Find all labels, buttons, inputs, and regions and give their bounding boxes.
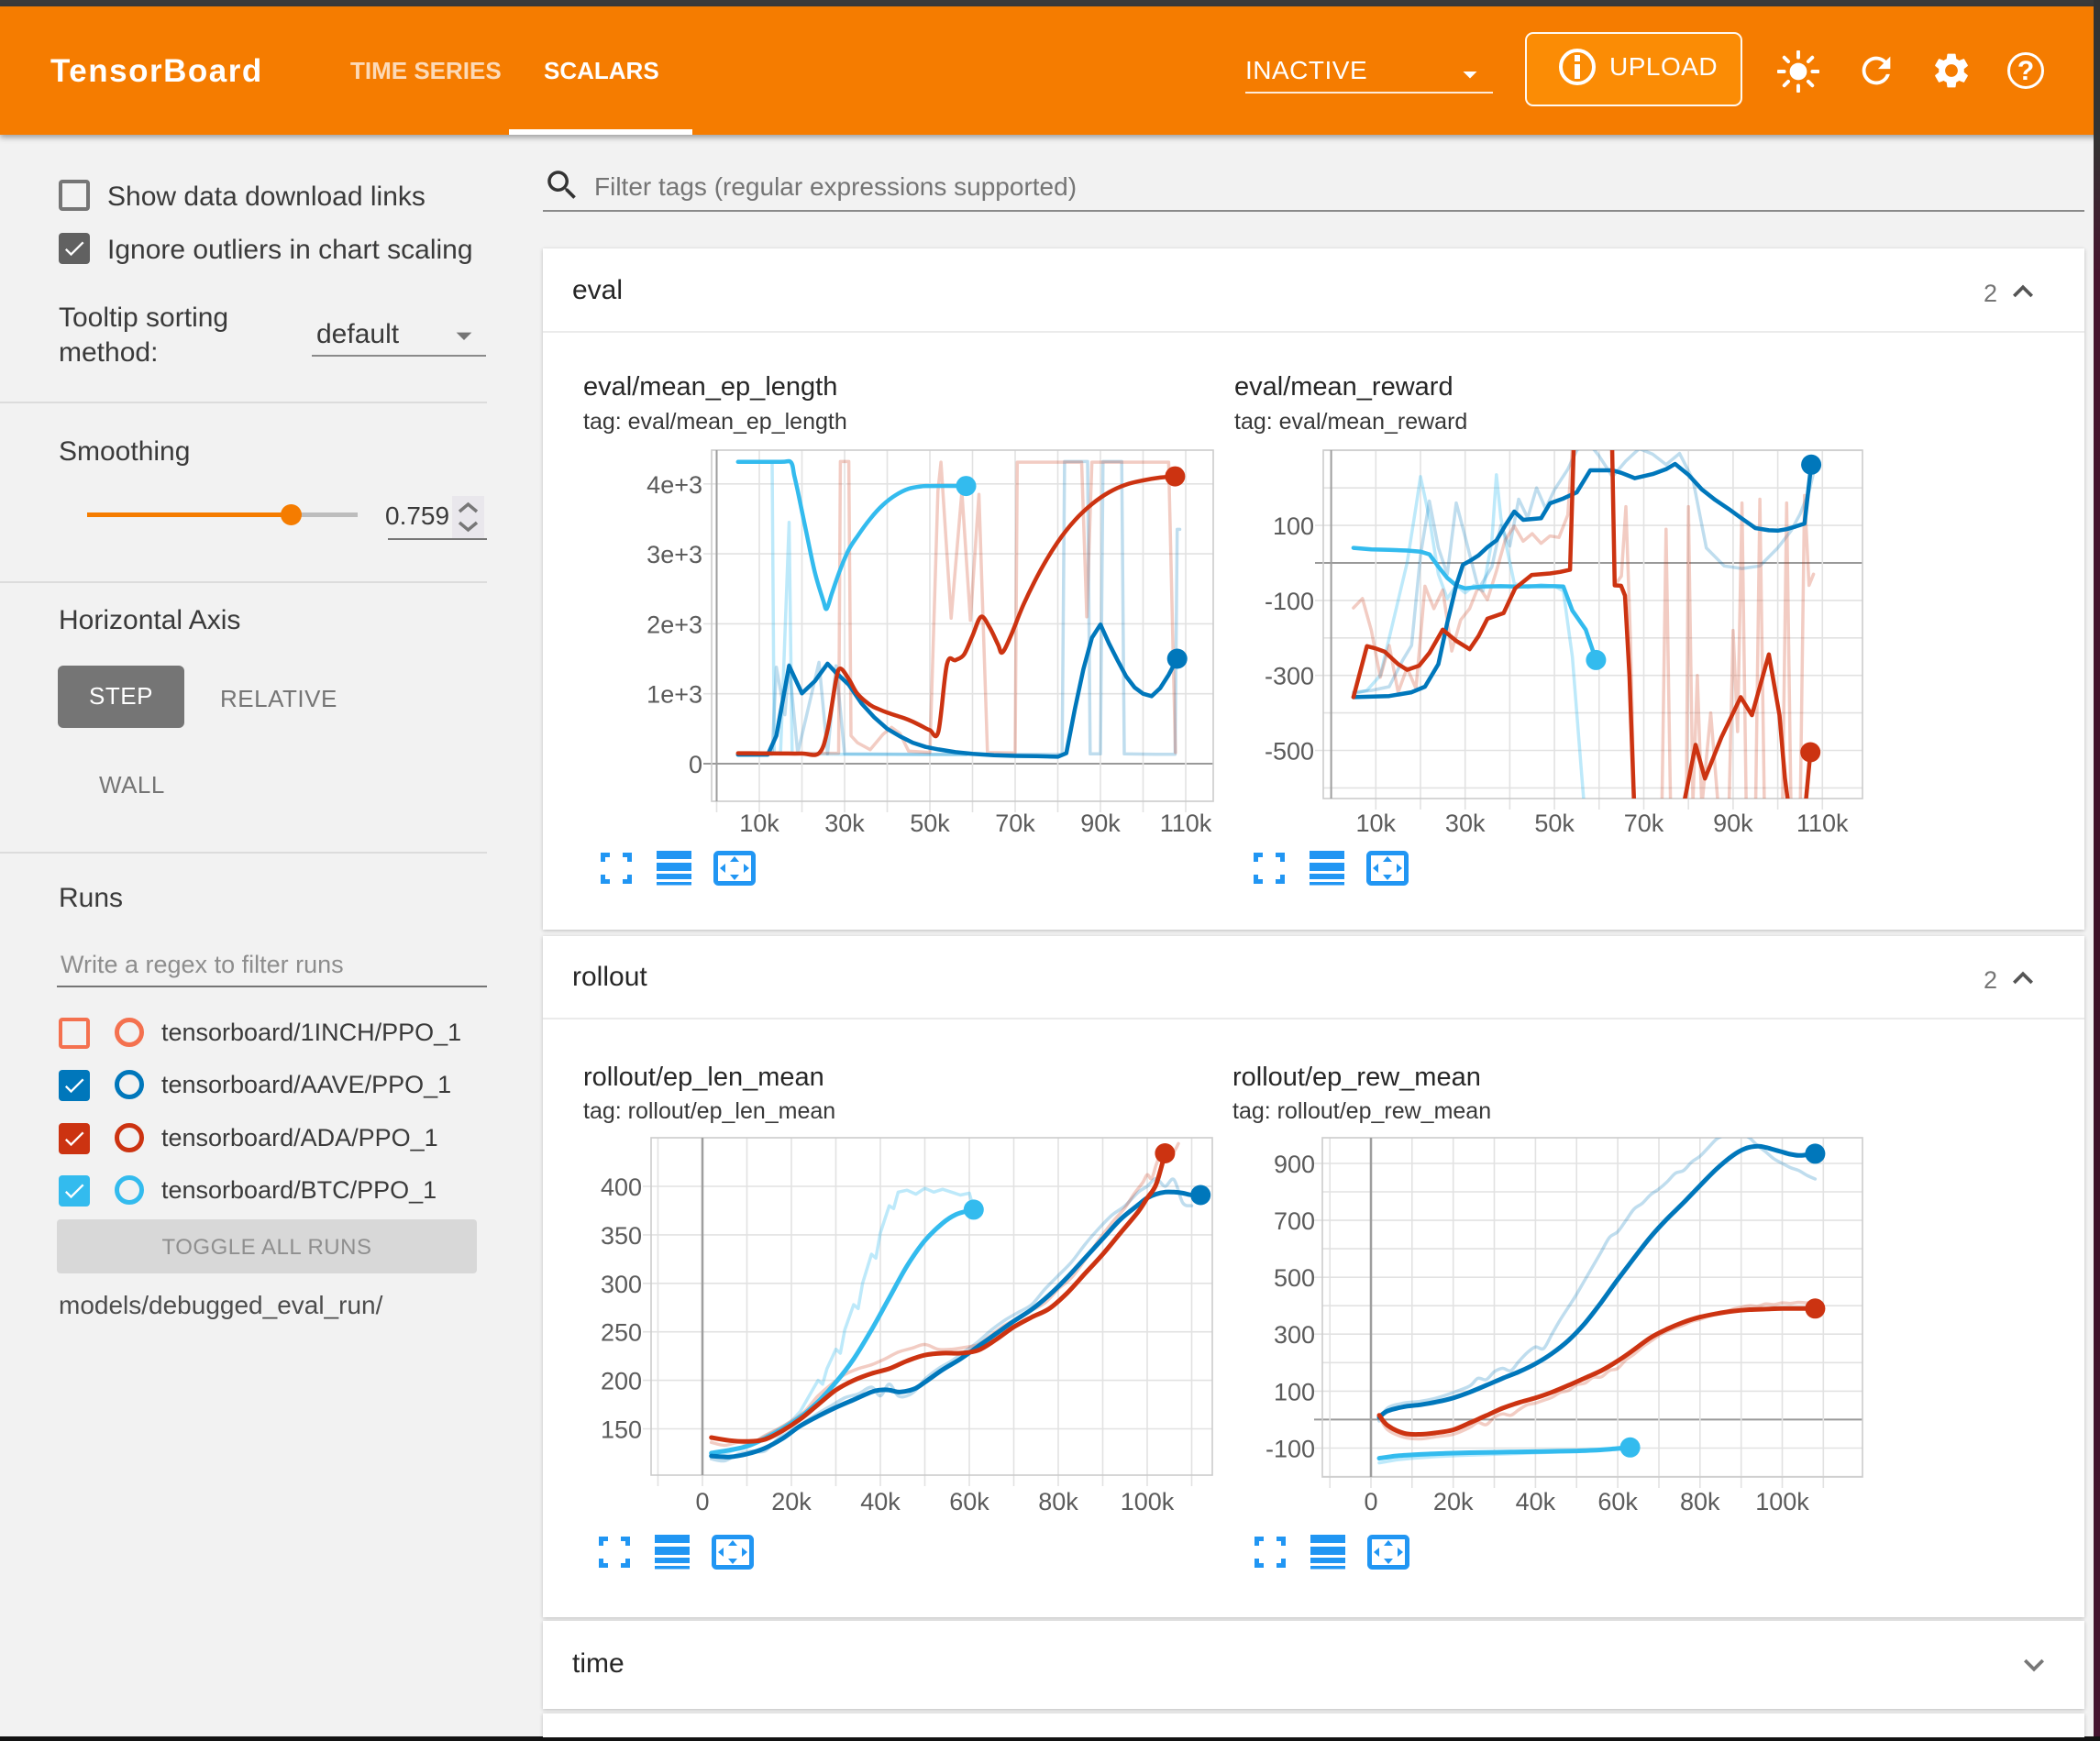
svg-text:100: 100 xyxy=(1273,512,1314,540)
svg-text:80k: 80k xyxy=(1680,1488,1720,1515)
svg-text:500: 500 xyxy=(1274,1264,1315,1292)
svg-text:2e+3: 2e+3 xyxy=(647,611,702,638)
svg-text:60k: 60k xyxy=(1597,1488,1638,1515)
svg-text:-100: -100 xyxy=(1265,588,1314,615)
svg-text:90k: 90k xyxy=(1080,810,1121,837)
svg-text:60k: 60k xyxy=(949,1488,989,1515)
svg-text:110k: 110k xyxy=(1796,810,1849,837)
svg-text:150: 150 xyxy=(601,1416,642,1444)
svg-text:20k: 20k xyxy=(771,1488,812,1515)
svg-text:10k: 10k xyxy=(739,810,779,837)
svg-text:20k: 20k xyxy=(1433,1488,1474,1515)
svg-text:70k: 70k xyxy=(1624,810,1664,837)
svg-text:100k: 100k xyxy=(1755,1488,1809,1515)
svg-text:0: 0 xyxy=(695,1488,709,1515)
svg-text:100k: 100k xyxy=(1121,1488,1175,1515)
svg-text:100: 100 xyxy=(1274,1378,1315,1405)
svg-text:50k: 50k xyxy=(1534,810,1575,837)
svg-text:4e+3: 4e+3 xyxy=(647,471,702,499)
svg-text:90k: 90k xyxy=(1713,810,1753,837)
svg-text:1e+3: 1e+3 xyxy=(647,681,702,709)
svg-text:250: 250 xyxy=(601,1319,642,1347)
svg-text:900: 900 xyxy=(1274,1151,1315,1178)
svg-text:400: 400 xyxy=(601,1174,642,1201)
svg-text:30k: 30k xyxy=(824,810,865,837)
svg-text:50k: 50k xyxy=(910,810,950,837)
svg-text:300: 300 xyxy=(1274,1321,1315,1349)
svg-text:10k: 10k xyxy=(1356,810,1397,837)
svg-text:0: 0 xyxy=(1364,1488,1377,1515)
svg-text:40k: 40k xyxy=(1516,1488,1556,1515)
svg-text:110k: 110k xyxy=(1160,810,1212,837)
svg-text:-100: -100 xyxy=(1266,1436,1315,1463)
svg-text:-300: -300 xyxy=(1265,663,1314,690)
svg-text:700: 700 xyxy=(1274,1207,1315,1235)
svg-text:300: 300 xyxy=(601,1271,642,1298)
svg-text:200: 200 xyxy=(601,1368,642,1395)
svg-text:30k: 30k xyxy=(1445,810,1486,837)
svg-text:70k: 70k xyxy=(995,810,1035,837)
svg-text:-500: -500 xyxy=(1265,738,1314,766)
svg-text:3e+3: 3e+3 xyxy=(647,541,702,568)
svg-text:350: 350 xyxy=(601,1222,642,1250)
svg-text:0: 0 xyxy=(689,751,702,778)
svg-text:40k: 40k xyxy=(860,1488,901,1515)
svg-text:80k: 80k xyxy=(1038,1488,1078,1515)
